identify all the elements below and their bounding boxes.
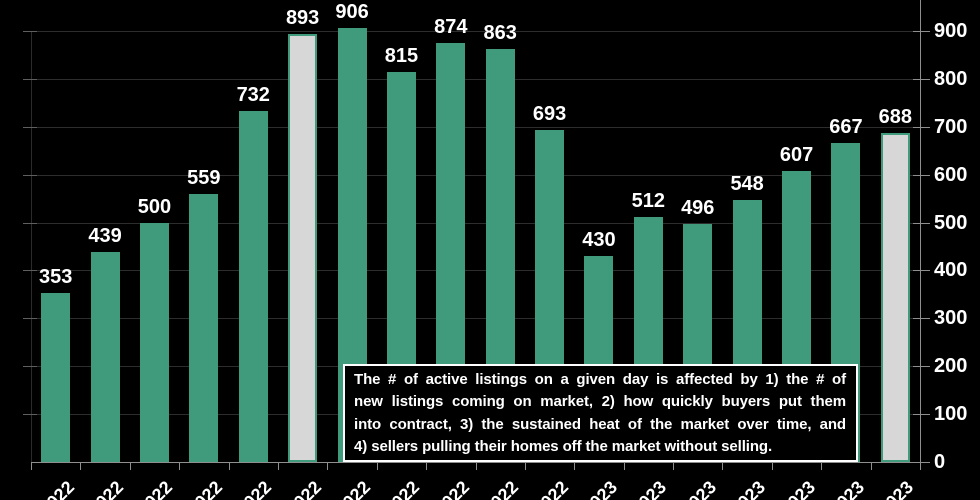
annotation-box: The # of active listings on a given day … [343, 364, 858, 462]
bar-highlighted [288, 34, 318, 462]
y-tick-label: 900 [934, 20, 968, 42]
left-axis-tick [23, 222, 37, 224]
left-axis-tick [23, 318, 37, 320]
x-axis-tick [277, 462, 279, 470]
gridline-900 [31, 31, 920, 32]
y-tick-label: 700 [934, 115, 968, 138]
x-axis-tick [771, 462, 773, 470]
x-axis-tick [376, 462, 378, 470]
bar-value-label: 548 [730, 172, 764, 195]
bar-value-label: 893 [285, 7, 320, 30]
bar-value-label: 353 [39, 265, 73, 288]
y-tick-label: 300 [934, 307, 968, 330]
x-axis-tick [31, 462, 32, 470]
y-tick-label: 500 [934, 211, 968, 234]
bar-value-label: 906 [335, 1, 369, 24]
bar-highlighted [880, 132, 910, 462]
x-axis-tick [80, 462, 82, 470]
x-axis-tick [574, 462, 576, 470]
bar-value-label: 874 [434, 16, 468, 39]
x-tick-label: 2022 [35, 477, 78, 500]
y-axis-tick [913, 222, 930, 224]
gridline-400 [31, 270, 920, 272]
left-axis-tick [23, 31, 37, 32]
x-axis-tick [524, 462, 526, 470]
y-axis-tick [913, 318, 930, 320]
y-axis-tick [913, 414, 930, 416]
y-tick-label: 800 [934, 67, 968, 90]
left-axis-tick [23, 414, 37, 416]
bar [238, 111, 268, 462]
y-tick-label: 600 [934, 163, 968, 186]
bar-value-label: 500 [137, 195, 172, 218]
bar-value-label: 496 [681, 197, 715, 220]
bar-value-label: 512 [631, 189, 666, 212]
x-axis-tick [870, 462, 872, 470]
x-axis-tick [722, 462, 724, 470]
bar-value-label: 863 [483, 21, 517, 44]
annotation-line: new listings coming on market, 2) how qu… [354, 393, 846, 411]
annotation-line: into contract, 3) the sustained heat of … [354, 415, 846, 433]
bar-value-label: 430 [582, 229, 616, 252]
y-axis-tick [913, 270, 930, 272]
bar-value-label: 693 [532, 103, 567, 126]
x-axis-tick [327, 462, 329, 470]
bar-value-label: 732 [236, 84, 270, 107]
y-axis-tick [913, 366, 930, 368]
left-axis-tick [23, 78, 37, 80]
annotation-line: 4) sellers pulling their homes off the m… [354, 438, 773, 456]
y-axis-tick [913, 462, 930, 463]
bar [90, 251, 120, 462]
y-tick-label: 200 [934, 355, 968, 378]
y-axis-tick [913, 78, 930, 80]
x-axis-tick [475, 462, 477, 470]
bar-value-label: 667 [829, 115, 863, 138]
bar-value-label: 607 [779, 144, 814, 167]
gridline-700 [31, 126, 920, 128]
y-tick-label: 400 [934, 259, 968, 282]
y-axis-line [920, 0, 921, 470]
x-axis-tick [179, 462, 181, 470]
y-axis-tick [913, 126, 930, 128]
left-axis-tick [23, 366, 37, 368]
bar-value-label: 815 [384, 44, 419, 67]
y-axis-tick [913, 31, 930, 32]
gridline-500 [31, 222, 920, 224]
left-axis-tick [23, 270, 37, 272]
bar [139, 222, 169, 462]
y-tick-label: 0 [934, 451, 946, 473]
gridline-800 [31, 78, 920, 80]
x-axis-tick [673, 462, 675, 470]
annotation-line: The # of active listings on a given day … [354, 371, 846, 388]
x-axis-tick [228, 462, 230, 470]
bar [189, 194, 219, 462]
y-tick-label: 100 [934, 403, 968, 426]
x-axis-tick [821, 462, 823, 470]
left-axis-line [31, 31, 32, 462]
x-axis-tick [426, 462, 428, 470]
x-axis-tick [129, 462, 131, 470]
bar-value-label: 559 [187, 167, 221, 190]
gridline-300 [31, 318, 920, 320]
bar-value-label: 439 [88, 224, 122, 247]
bar [41, 292, 71, 462]
gridline-600 [31, 174, 920, 176]
y-axis-tick [913, 174, 930, 176]
left-axis-tick [23, 126, 37, 128]
bar-value-label: 688 [878, 105, 912, 128]
left-axis-tick [23, 174, 37, 176]
x-axis-tick [623, 462, 625, 470]
